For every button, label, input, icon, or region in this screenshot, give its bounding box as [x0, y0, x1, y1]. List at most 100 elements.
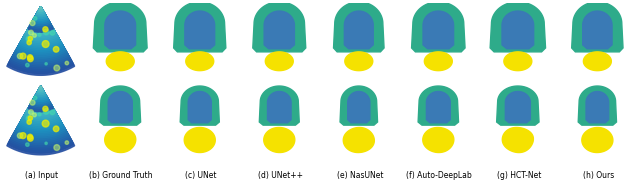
Polygon shape: [18, 7, 63, 53]
Polygon shape: [23, 86, 58, 122]
Polygon shape: [348, 92, 370, 123]
Polygon shape: [13, 7, 68, 63]
Polygon shape: [35, 7, 47, 19]
Polygon shape: [264, 11, 294, 49]
Polygon shape: [268, 92, 291, 123]
Polygon shape: [10, 7, 72, 70]
Circle shape: [50, 110, 55, 115]
Polygon shape: [586, 92, 609, 123]
Text: (c) UNet: (c) UNet: [185, 171, 216, 180]
Polygon shape: [27, 7, 54, 34]
Circle shape: [26, 143, 29, 146]
Circle shape: [27, 40, 31, 45]
Polygon shape: [26, 86, 55, 115]
Circle shape: [33, 113, 36, 117]
Polygon shape: [10, 86, 72, 150]
Polygon shape: [34, 86, 47, 100]
Polygon shape: [15, 7, 66, 58]
Polygon shape: [10, 86, 71, 148]
Circle shape: [65, 141, 68, 144]
Polygon shape: [17, 86, 65, 134]
Polygon shape: [16, 7, 65, 56]
Polygon shape: [38, 7, 44, 12]
Polygon shape: [490, 2, 545, 52]
Text: (d) UNet++: (d) UNet++: [258, 171, 303, 180]
Text: (e) NasUNet: (e) NasUNet: [337, 171, 383, 180]
Polygon shape: [12, 86, 70, 145]
Text: (b) Ground Truth: (b) Ground Truth: [90, 171, 153, 180]
Polygon shape: [506, 92, 531, 123]
Polygon shape: [31, 7, 51, 27]
Polygon shape: [8, 86, 74, 153]
Polygon shape: [8, 7, 73, 72]
Polygon shape: [26, 7, 55, 36]
Polygon shape: [180, 86, 220, 125]
Polygon shape: [259, 86, 300, 125]
Polygon shape: [426, 92, 451, 123]
Polygon shape: [13, 7, 68, 61]
Polygon shape: [31, 7, 50, 25]
Circle shape: [65, 61, 68, 65]
Circle shape: [43, 106, 48, 111]
Circle shape: [29, 30, 33, 35]
Circle shape: [28, 136, 33, 141]
Polygon shape: [36, 7, 45, 15]
Polygon shape: [18, 86, 63, 133]
Circle shape: [44, 108, 49, 114]
Polygon shape: [10, 7, 71, 68]
Polygon shape: [412, 2, 465, 52]
Circle shape: [30, 20, 35, 26]
Polygon shape: [343, 127, 374, 152]
Text: (f) Auto-DeepLab: (f) Auto-DeepLab: [406, 171, 472, 180]
Polygon shape: [24, 86, 58, 121]
Polygon shape: [11, 86, 70, 146]
Polygon shape: [22, 86, 60, 124]
Polygon shape: [424, 52, 452, 71]
Circle shape: [43, 27, 48, 32]
Polygon shape: [264, 127, 295, 152]
Circle shape: [28, 134, 33, 139]
Polygon shape: [29, 86, 52, 110]
Polygon shape: [33, 7, 49, 22]
Polygon shape: [34, 7, 47, 20]
Polygon shape: [32, 7, 49, 24]
Circle shape: [33, 17, 37, 20]
Polygon shape: [26, 7, 56, 37]
Circle shape: [44, 29, 49, 35]
Polygon shape: [7, 7, 75, 75]
Circle shape: [27, 120, 31, 124]
Polygon shape: [423, 11, 454, 49]
Polygon shape: [36, 86, 46, 96]
Circle shape: [26, 36, 31, 42]
Polygon shape: [582, 11, 612, 49]
Polygon shape: [345, 52, 372, 71]
Polygon shape: [37, 7, 44, 13]
Text: (h) Ours: (h) Ours: [582, 171, 614, 180]
Polygon shape: [13, 86, 68, 143]
Circle shape: [28, 56, 33, 62]
Circle shape: [26, 63, 29, 67]
Circle shape: [54, 65, 60, 71]
Text: (a) Input: (a) Input: [25, 171, 58, 180]
Circle shape: [20, 133, 26, 139]
Polygon shape: [7, 86, 75, 155]
Polygon shape: [333, 2, 384, 52]
Polygon shape: [8, 7, 74, 74]
Polygon shape: [105, 127, 136, 152]
Polygon shape: [31, 86, 51, 107]
Polygon shape: [24, 7, 57, 39]
Polygon shape: [502, 11, 534, 49]
Circle shape: [42, 41, 49, 48]
Polygon shape: [19, 86, 63, 131]
Polygon shape: [29, 86, 52, 108]
Polygon shape: [266, 52, 293, 71]
Polygon shape: [39, 7, 42, 10]
Circle shape: [29, 110, 33, 114]
Polygon shape: [35, 86, 47, 98]
Circle shape: [42, 120, 49, 127]
Polygon shape: [22, 7, 60, 44]
Circle shape: [33, 96, 37, 100]
Polygon shape: [36, 7, 46, 17]
Circle shape: [28, 116, 33, 120]
Polygon shape: [502, 127, 533, 152]
